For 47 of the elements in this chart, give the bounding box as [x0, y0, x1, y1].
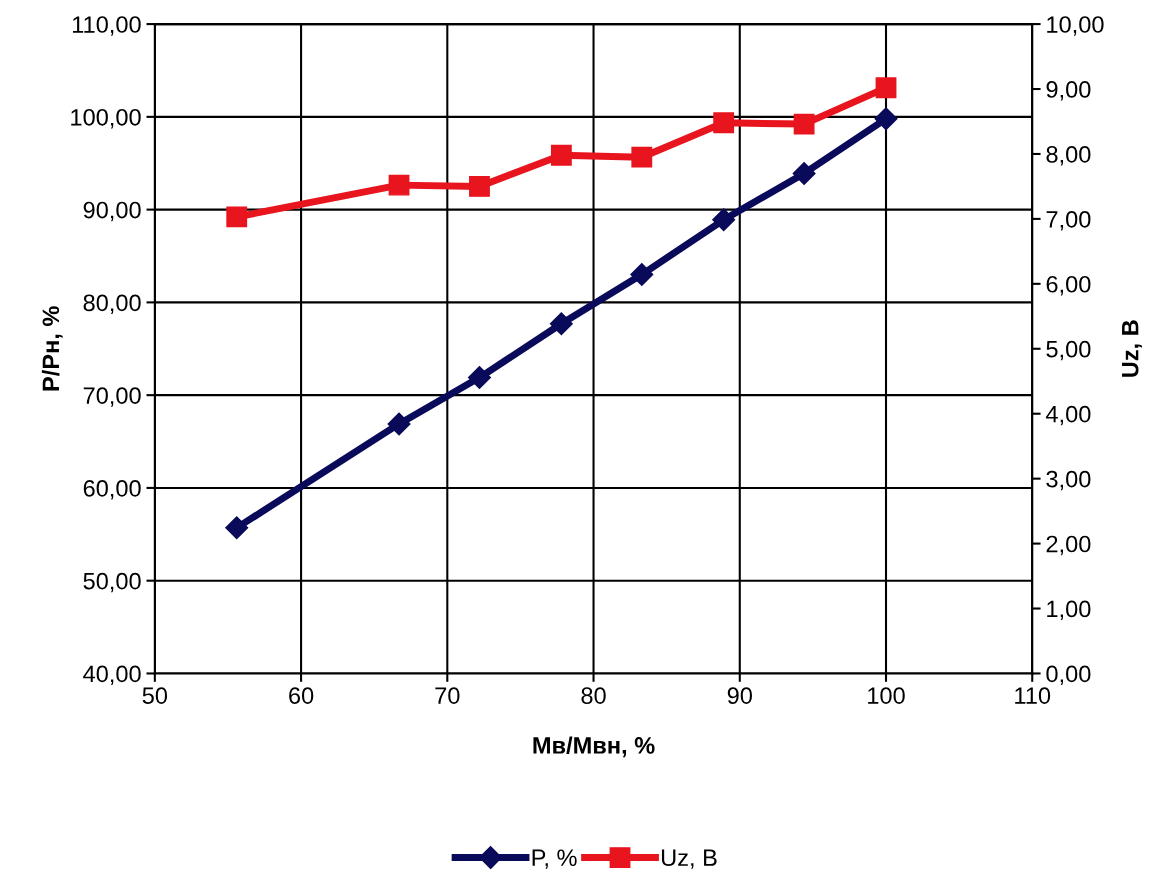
x-tick-label: 100	[868, 687, 905, 704]
y2-tick-label: 1,00	[1047, 600, 1091, 621]
point	[226, 206, 248, 228]
y-axis-title: P/Pн, %	[41, 306, 63, 391]
x-tick-label: 110	[1015, 687, 1051, 704]
y2-axis-title: Uz, В	[1122, 320, 1142, 377]
y2-tick-label: 7,00	[1046, 210, 1091, 231]
point	[875, 77, 897, 99]
y2-tick-label: 0,00	[1046, 665, 1091, 686]
point	[469, 176, 490, 197]
point	[793, 113, 815, 135]
y-tick-label: 90,00	[83, 201, 141, 222]
y-tick-label: 110,00	[72, 16, 141, 36]
x-tick-label: 90	[727, 687, 752, 704]
point	[712, 208, 736, 232]
y2-tick-label: 9,00	[1046, 81, 1091, 101]
y-tick-label: 40,00	[83, 665, 141, 686]
y2-tick-label: 8,00	[1046, 146, 1091, 166]
y2-tick-label: 3,00	[1046, 470, 1091, 491]
point	[792, 161, 816, 185]
x-tick-label: 80	[581, 687, 606, 704]
y2-tick-label: 10,00	[1047, 16, 1104, 36]
point	[387, 412, 411, 436]
x-axis-title: Мв/Мвн, %	[533, 736, 655, 758]
x-tick-label: 70	[435, 687, 460, 704]
y-tick-label: 60,00	[83, 479, 141, 500]
legend-label: P, %	[532, 849, 577, 869]
y2-tick-label: 2,00	[1046, 535, 1091, 556]
y2-tick-label: 4,00	[1045, 405, 1091, 426]
x-tick-label: 50	[142, 687, 168, 704]
point	[874, 107, 898, 131]
point	[388, 174, 410, 196]
point	[467, 366, 491, 390]
point	[631, 146, 653, 168]
point	[713, 112, 735, 134]
y2-tick-label: 5,00	[1046, 340, 1091, 361]
y2-tick-label: 6,00	[1046, 275, 1091, 296]
point	[549, 312, 573, 336]
y-tick-label: 70,00	[83, 387, 141, 407]
y-tick-label: 80,00	[83, 294, 141, 314]
x-tick-label: 60	[289, 687, 314, 704]
y-tick-label: 50,00	[83, 572, 141, 593]
legend-label: Uz, В	[661, 849, 717, 869]
point	[225, 516, 249, 540]
y-tick-label: 100,00	[71, 108, 141, 129]
point	[630, 263, 654, 287]
point	[550, 144, 572, 166]
